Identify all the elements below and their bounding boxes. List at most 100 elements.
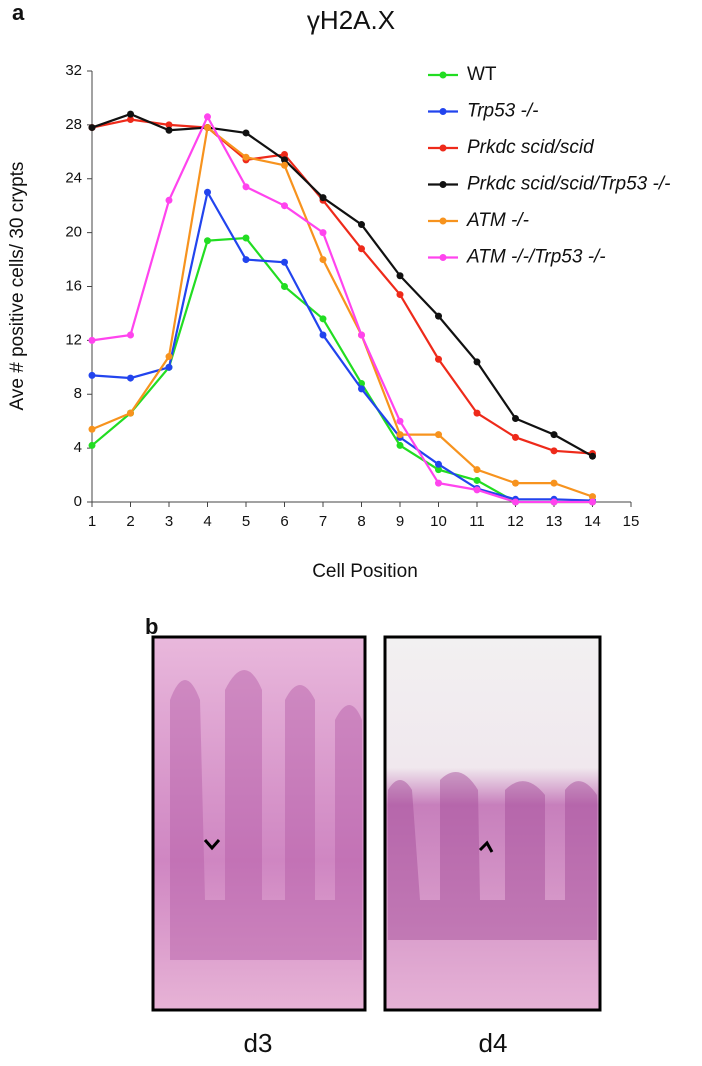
data-point [473, 486, 481, 494]
data-point [435, 460, 442, 468]
data-point [242, 234, 250, 242]
data-point [165, 196, 173, 204]
x-tick-label: 1 [88, 513, 96, 530]
legend-label: Prkdc scid/scid [467, 137, 595, 158]
x-tick-label: 2 [126, 513, 134, 530]
legend-label: Prkdc scid/scid/Trp53 -/- [467, 174, 670, 195]
data-point [242, 153, 250, 161]
data-point [473, 409, 481, 417]
data-point [435, 431, 442, 439]
x-tick-label: 6 [280, 513, 288, 530]
image-caption: d4 [479, 1028, 508, 1058]
data-point [550, 479, 558, 487]
legend-marker [439, 217, 447, 225]
data-point [204, 188, 211, 196]
micrograph [383, 635, 602, 1012]
data-point [242, 183, 250, 191]
x-tick-label: 14 [584, 513, 601, 530]
data-point [281, 151, 288, 159]
x-tick-label: 12 [507, 513, 524, 530]
data-point [319, 315, 327, 323]
legend-marker [439, 108, 447, 115]
data-point [435, 355, 442, 363]
data-point [281, 283, 288, 290]
series-line [91, 189, 593, 502]
data-point [358, 245, 365, 253]
data-point [165, 121, 173, 129]
legend-marker [439, 181, 447, 188]
data-point [88, 124, 96, 132]
data-point [435, 466, 442, 474]
data-point [319, 256, 327, 264]
data-point [242, 129, 250, 137]
data-point [473, 466, 481, 474]
data-point [204, 113, 211, 121]
legend-label: Trp53 -/- [467, 101, 538, 122]
y-tick-label: 24 [65, 170, 82, 187]
data-point [435, 312, 442, 320]
data-point [396, 417, 404, 425]
legend-marker [439, 144, 447, 152]
x-tick-label: 9 [396, 513, 404, 530]
data-point [396, 431, 404, 439]
series-line [91, 112, 594, 458]
data-point [589, 452, 596, 460]
data-point [281, 156, 288, 164]
data-point [242, 256, 250, 264]
data-point [512, 433, 519, 441]
x-tick-label: 11 [469, 513, 485, 530]
image-caption: d3 [244, 1028, 273, 1058]
data-point [319, 194, 327, 202]
data-point [396, 441, 404, 449]
x-axis-label: Cell Position [312, 561, 418, 582]
y-tick-label: 28 [65, 116, 82, 133]
y-tick-label: 4 [74, 439, 82, 456]
data-point [281, 202, 288, 210]
data-point [88, 371, 96, 379]
data-point [358, 385, 365, 393]
data-point [281, 258, 288, 266]
legend-label: WT [467, 64, 497, 85]
data-point [512, 479, 519, 487]
data-point [473, 476, 481, 484]
data-point [512, 414, 519, 422]
micrograph [151, 635, 367, 1012]
data-point [589, 498, 596, 506]
data-point [319, 331, 327, 339]
data-point [550, 498, 558, 506]
data-point [396, 272, 404, 280]
data-point [165, 126, 173, 134]
x-tick-label: 3 [165, 513, 173, 530]
data-point [358, 221, 365, 229]
data-point [204, 124, 211, 132]
legend-label: ATM -/- [466, 210, 529, 231]
panel-label: b [145, 614, 158, 639]
series-line [91, 118, 593, 455]
data-point [319, 229, 327, 237]
data-point [127, 110, 134, 118]
y-tick-label: 12 [65, 331, 82, 348]
data-point [127, 374, 134, 382]
data-point [512, 498, 519, 506]
y-tick-label: 0 [74, 493, 82, 510]
data-point [88, 425, 96, 433]
chart-title: γH2A.X [307, 5, 395, 35]
legend-marker [439, 254, 447, 261]
y-axis-label: Ave # positive cells/ 30 crypts [7, 162, 28, 411]
data-point [473, 358, 481, 366]
data-point [396, 291, 404, 299]
y-tick-label: 8 [74, 385, 82, 402]
legend-label: ATM -/-/Trp53 -/- [466, 247, 606, 268]
legend-marker [439, 71, 447, 79]
data-point [589, 493, 596, 501]
data-point [550, 431, 558, 439]
data-point [127, 115, 134, 123]
data-point [435, 479, 442, 487]
data-point [127, 331, 134, 339]
x-tick-label: 15 [623, 513, 640, 530]
x-tick-label: 8 [357, 513, 365, 530]
x-tick-label: 5 [242, 513, 250, 530]
data-point [127, 409, 134, 417]
